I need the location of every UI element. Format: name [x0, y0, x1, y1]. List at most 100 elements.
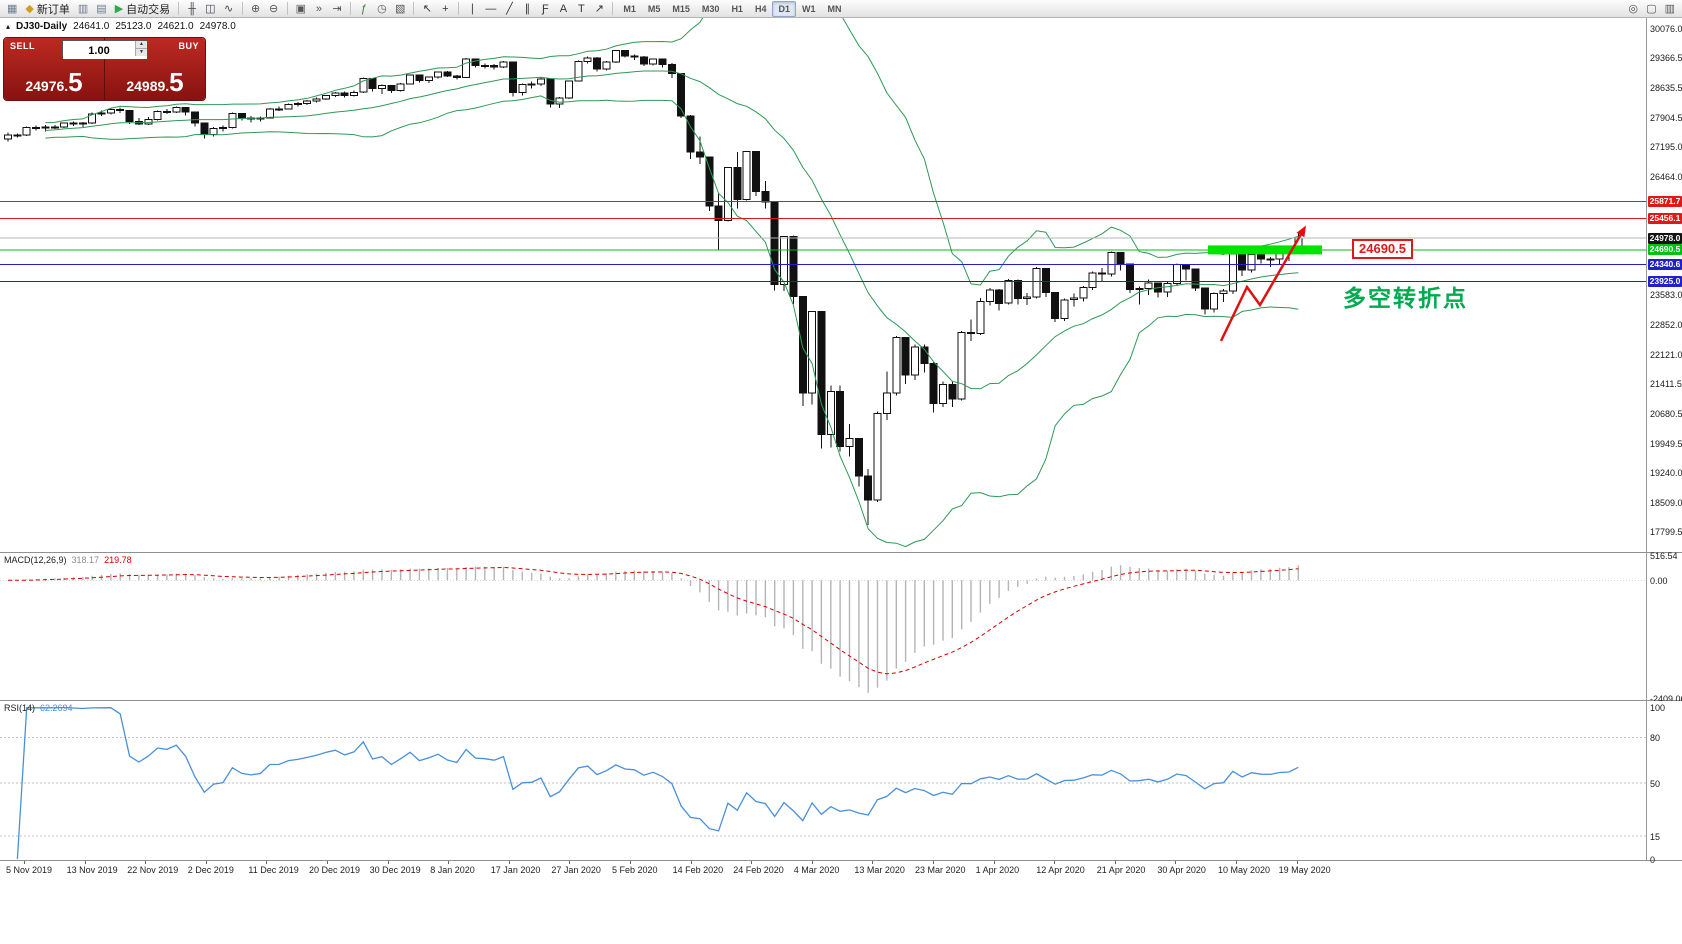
price-level-label: 24690.5: [1648, 244, 1682, 255]
time-axis-tick: [84, 861, 86, 864]
auto-scroll-button[interactable]: »: [310, 1, 328, 17]
candle-body: [471, 58, 480, 66]
candle-body: [265, 108, 274, 119]
auto-trading-label: 自动交易: [126, 3, 171, 16]
buy-price: 24989.: [126, 78, 170, 94]
support-highlight-zone[interactable]: [1208, 245, 1322, 255]
fibonacci-tool-button[interactable]: Ƒ: [536, 1, 554, 17]
price-axis-label: 27904.5: [1650, 113, 1682, 123]
volume-increase-button[interactable]: ▲: [135, 41, 147, 49]
macd-canvas[interactable]: [0, 553, 1646, 700]
chart-shift-button[interactable]: ⇥: [328, 1, 346, 17]
one-click-trade-widget: SELL 24976.5 BUY 24989.5 ▲ ▼: [4, 38, 205, 100]
macd-axis[interactable]: 516.54 0.00 -2409.06: [1646, 551, 1682, 704]
timeframe-M1[interactable]: M1: [623, 3, 636, 14]
price-axis-label: 28635.5: [1650, 83, 1682, 93]
trend-arrow[interactable]: [1219, 228, 1306, 342]
horizontal-line-tool-button[interactable]: ―: [481, 1, 500, 17]
candle-body: [789, 236, 798, 297]
templates-button[interactable]: ▧: [391, 1, 409, 17]
tile-windows-button[interactable]: ▣: [292, 1, 310, 17]
candle-body: [387, 85, 396, 91]
candle-body: [293, 102, 302, 106]
period-selector-button[interactable]: ◷: [373, 1, 391, 17]
channel-tool-button[interactable]: ∥: [518, 1, 536, 17]
line-chart-button[interactable]: ∿: [220, 1, 238, 17]
candle-body: [882, 392, 891, 414]
auto-trading-button[interactable]: ▶ 自动交易: [111, 1, 174, 17]
market-watch-icon: ▥: [77, 3, 89, 15]
new-order-button[interactable]: ◆ 新订单: [21, 1, 73, 17]
candle-body: [462, 58, 471, 78]
tile-windows-icon: ▣: [295, 3, 306, 15]
timeframe-MN[interactable]: MN: [827, 3, 842, 14]
collapse-icon[interactable]: ▴: [6, 22, 11, 31]
new-window-button[interactable]: ▢: [1642, 1, 1660, 17]
timeframe-D1[interactable]: D1: [772, 0, 796, 17]
time-axis-tick: [993, 861, 995, 864]
candle-body: [892, 337, 901, 394]
window-list-button[interactable]: ▥: [1661, 1, 1679, 17]
candle-body: [1041, 267, 1050, 294]
candle-body: [1060, 299, 1069, 319]
volume-decrease-button[interactable]: ▼: [135, 49, 147, 56]
bar-chart-button[interactable]: ╫: [183, 1, 201, 17]
candle-body: [69, 122, 78, 125]
time-axis-label: 4 Mar 2020: [793, 865, 840, 875]
candle-body: [200, 122, 209, 136]
candle-body: [1238, 253, 1247, 271]
timeframe-W1[interactable]: W1: [801, 3, 816, 14]
search-button[interactable]: ◎: [1624, 1, 1642, 17]
candle-body: [574, 60, 583, 82]
rsi-canvas[interactable]: [0, 701, 1646, 860]
candle-body: [406, 74, 415, 85]
candle-body: [836, 391, 845, 447]
arrow-tool-button[interactable]: ↗: [590, 1, 608, 17]
timeframe-M15[interactable]: M15: [672, 3, 690, 14]
indicators-list-button[interactable]: ƒ: [355, 1, 373, 17]
time-axis[interactable]: 5 Nov 2019 13 Nov 2019 22 Nov 2019 2 Dec 20…: [0, 860, 1682, 884]
candle-body: [1098, 272, 1106, 275]
macd-axis-label: -2409.06: [1650, 694, 1682, 704]
time-axis-tick: [569, 861, 571, 864]
timeframe-H1[interactable]: H1: [731, 3, 743, 14]
candle-body: [695, 151, 704, 158]
toolbar-separator: [612, 2, 614, 15]
new-chart-button[interactable]: ▦: [3, 1, 21, 17]
candlestick-chart-button[interactable]: ◫: [201, 1, 219, 17]
time-axis-label: 13 Mar 2020: [854, 865, 905, 875]
label-tool-button[interactable]: T: [572, 1, 590, 17]
cursor-tool-button[interactable]: ↖: [418, 1, 436, 17]
vertical-line-tool-button[interactable]: ∣: [463, 1, 481, 17]
candle-body: [1163, 282, 1172, 293]
data-window-button[interactable]: ▤: [92, 1, 110, 17]
timeframe-M30[interactable]: M30: [701, 3, 720, 14]
timeframe-H4[interactable]: H4: [754, 3, 767, 14]
candle-body: [415, 74, 424, 82]
text-tool-button[interactable]: A: [554, 1, 572, 17]
crosshair-tool-button[interactable]: +: [436, 1, 454, 17]
rsi-axis-label: 80: [1650, 733, 1661, 743]
time-axis-tick: [1054, 861, 1056, 864]
volume-input[interactable]: [63, 43, 147, 59]
rsi-axis[interactable]: 100 80 50 15 0: [1646, 701, 1682, 865]
zoom-in-button[interactable]: ⊕: [247, 1, 265, 17]
vertical-line-tool-icon: ∣: [469, 3, 476, 15]
price-level-callout[interactable]: 24690.5: [1352, 239, 1413, 259]
turning-point-annotation[interactable]: 多空转折点: [1343, 285, 1468, 311]
price-axis-label: 19240.0: [1650, 468, 1682, 478]
price-chart-canvas[interactable]: [0, 18, 1646, 552]
zoom-out-button[interactable]: ⊖: [265, 1, 283, 17]
trendline-tool-button[interactable]: ╱: [500, 1, 518, 17]
candle-body: [162, 111, 171, 114]
candle-body: [237, 113, 246, 119]
auto-trading-icon: ▶: [114, 3, 124, 15]
timeframe-M5[interactable]: M5: [647, 3, 661, 14]
market-watch-button[interactable]: ▥: [74, 1, 92, 17]
candle-body: [929, 363, 938, 405]
candle-body: [649, 58, 658, 65]
price-axis[interactable]: 30076.0 29366.5 28635.5 27904.5 27195.0 26464…: [1646, 18, 1682, 552]
candle-body: [480, 64, 489, 67]
time-axis-label: 27 Jan 2020: [551, 865, 601, 875]
candle-body: [321, 95, 330, 100]
